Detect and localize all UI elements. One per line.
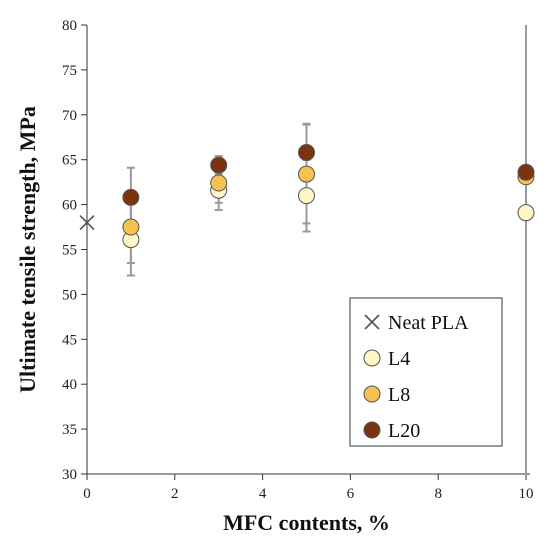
x-tick-label: 4 xyxy=(259,486,267,502)
data-point-l20 xyxy=(517,163,535,181)
y-tick-label: 75 xyxy=(62,63,77,79)
y-tick-label: 50 xyxy=(62,287,77,303)
y-axis-title: Ultimate tensile strength, MPa xyxy=(15,106,40,393)
data-point-l8 xyxy=(122,218,140,236)
y-tick-label: 55 xyxy=(62,243,77,259)
legend-marker xyxy=(363,349,381,367)
y-tick-label: 80 xyxy=(62,18,77,34)
x-marker-stroke xyxy=(79,214,95,231)
legend-label: L8 xyxy=(388,384,410,406)
x-tick-label: 2 xyxy=(171,486,179,502)
legend-marker xyxy=(363,421,381,439)
legend-label: L20 xyxy=(388,420,420,442)
data-point-l20 xyxy=(122,188,140,206)
points-layer xyxy=(79,144,535,249)
y-tick-label: 40 xyxy=(62,377,77,393)
x-tick-label: 10 xyxy=(519,486,534,502)
x-tick-label: 6 xyxy=(347,486,355,502)
x-marker-stroke xyxy=(364,314,380,330)
data-point-neat-pla xyxy=(79,214,95,231)
data-point-l4 xyxy=(517,204,535,222)
y-tick-label: 45 xyxy=(62,332,77,348)
data-point-l4 xyxy=(298,187,315,205)
y-tick-label: 35 xyxy=(62,422,77,438)
x-tick-label: 8 xyxy=(434,486,442,502)
y-tick-label: 30 xyxy=(62,467,77,483)
x-axis-title: MFC contents, % xyxy=(223,510,390,535)
legend-label: L4 xyxy=(388,348,410,370)
data-point-l8 xyxy=(298,165,315,183)
x-tick-label: 0 xyxy=(83,486,91,502)
data-point-l20 xyxy=(210,156,228,174)
data-point-l20 xyxy=(298,144,315,162)
y-tick-label: 65 xyxy=(62,153,77,169)
legend-marker xyxy=(363,385,381,403)
legend-marker xyxy=(364,314,380,330)
y-tick-label: 60 xyxy=(62,198,77,214)
axes-layer: 30 35 40 45 50 55 60 65 70 75 80 0 2 4 6 8 10 xyxy=(62,18,534,502)
legend: Neat PLA L4 L8 L20 xyxy=(349,297,503,447)
legend-label: Neat PLA xyxy=(388,312,469,334)
data-point-l8 xyxy=(210,174,228,192)
y-tick-label: 70 xyxy=(62,108,77,124)
legend-box xyxy=(349,297,503,447)
